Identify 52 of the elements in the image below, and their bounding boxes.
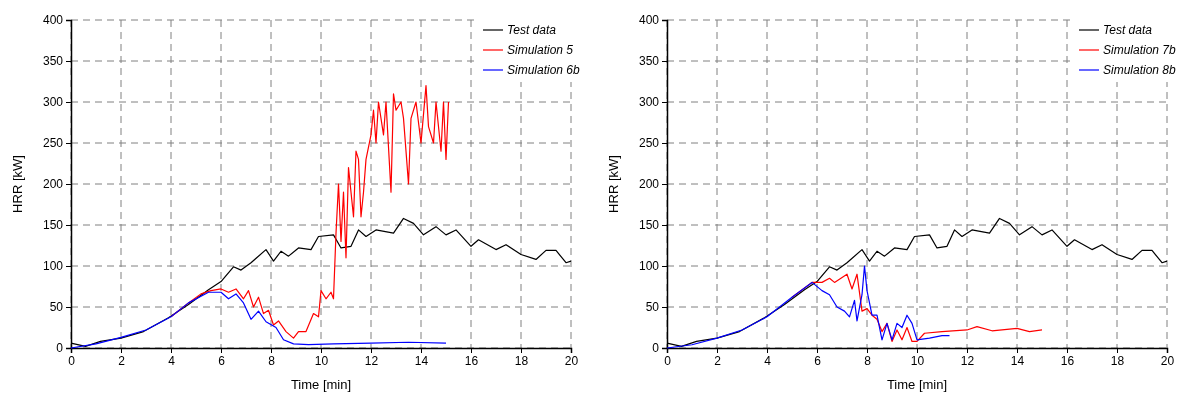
x-tick-label: 6 [218, 353, 226, 368]
line-series [70, 291, 447, 349]
x-tick-label: 14 [1010, 353, 1025, 368]
x-tick-label: 12 [960, 353, 975, 368]
y-tick-label: 350 [42, 54, 64, 69]
y-tick-label: 0 [652, 341, 660, 356]
x-tick-label: 14 [414, 353, 429, 368]
legend-label: Simulation 6b [507, 63, 581, 77]
y-tick-label: 250 [42, 136, 64, 151]
x-tick-label: 6 [814, 353, 822, 368]
y-tick-label: 400 [42, 13, 64, 28]
legend-label: Simulation 8b [1103, 63, 1177, 77]
x-tick-label: 0 [68, 353, 76, 368]
x-tick-label: 18 [1110, 353, 1125, 368]
x-tick-label: 12 [364, 353, 379, 368]
legend-label: Test data [1103, 23, 1153, 37]
legend-label: Simulation 5 [507, 43, 574, 57]
legend-label: Test data [507, 23, 557, 37]
x-tick-label: 10 [910, 353, 925, 368]
y-tick-label: 200 [638, 177, 660, 192]
x-tick-label: 2 [118, 353, 126, 368]
y-axis-title: HRR [kW] [10, 155, 25, 213]
x-tick-label: 2 [714, 353, 722, 368]
line-series [666, 265, 951, 349]
y-tick-label: 300 [638, 95, 660, 110]
x-tick-label: 8 [268, 353, 276, 368]
y-tick-label: 100 [42, 259, 64, 274]
y-axis-title: HRR [kW] [606, 155, 621, 213]
y-tick-label: 100 [638, 259, 660, 274]
y-tick-label: 200 [42, 177, 64, 192]
x-tick-label: 20 [564, 353, 579, 368]
x-tick-label: 4 [168, 353, 176, 368]
y-tick-label: 150 [42, 218, 64, 233]
y-tick-label: 250 [638, 136, 660, 151]
x-tick-label: 8 [864, 353, 872, 368]
x-tick-label: 16 [1060, 353, 1075, 368]
legend-label: Simulation 7b [1103, 43, 1177, 57]
y-tick-label: 400 [638, 13, 660, 28]
x-tick-label: 16 [464, 353, 479, 368]
x-axis-title: Time [min] [290, 377, 352, 392]
x-tick-label: 4 [764, 353, 772, 368]
y-tick-label: 50 [645, 300, 660, 315]
y-tick-label: 350 [638, 54, 660, 69]
y-tick-label: 150 [638, 218, 660, 233]
y-tick-label: 300 [42, 95, 64, 110]
x-tick-label: 18 [514, 353, 529, 368]
y-tick-label: 50 [49, 300, 64, 315]
y-tick-label: 0 [56, 341, 64, 356]
x-tick-label: 10 [314, 353, 329, 368]
x-tick-label: 20 [1160, 353, 1175, 368]
x-axis-title: Time [min] [886, 377, 948, 392]
x-tick-label: 0 [664, 353, 672, 368]
